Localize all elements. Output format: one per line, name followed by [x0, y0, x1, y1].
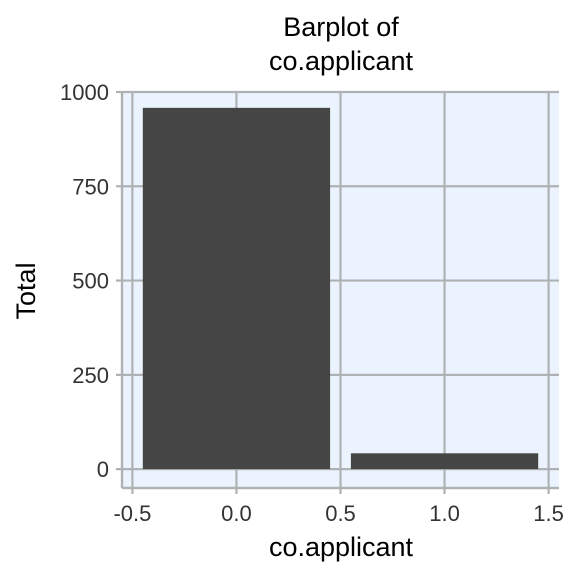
chart-title-line-2: co.applicant — [269, 46, 414, 76]
bars — [142, 107, 539, 470]
x-tick-label: 1.0 — [429, 501, 460, 526]
bar-0 — [142, 107, 331, 470]
chart-title-line-1: Barplot of — [283, 12, 399, 42]
y-tick-label: 250 — [72, 363, 109, 388]
y-axis-title: Total — [11, 262, 41, 319]
y-tick-label: 500 — [72, 269, 109, 294]
x-tick-label: 1.5 — [533, 501, 564, 526]
x-axis-title: co.applicant — [269, 532, 414, 562]
tick-labels: -0.5 0.0 0.5 1.0 1.5 0 250 500 750 1000 — [60, 80, 564, 526]
y-tick-label: 750 — [72, 174, 109, 199]
x-tick-label: 0.5 — [325, 501, 356, 526]
chart-title: Barplot of co.applicant — [269, 12, 414, 76]
y-tick-label: 1000 — [60, 80, 109, 105]
x-tick-label: -0.5 — [113, 501, 151, 526]
bar-1 — [350, 453, 539, 470]
x-tick-label: 0.0 — [221, 501, 252, 526]
y-tick-label: 0 — [97, 457, 109, 482]
